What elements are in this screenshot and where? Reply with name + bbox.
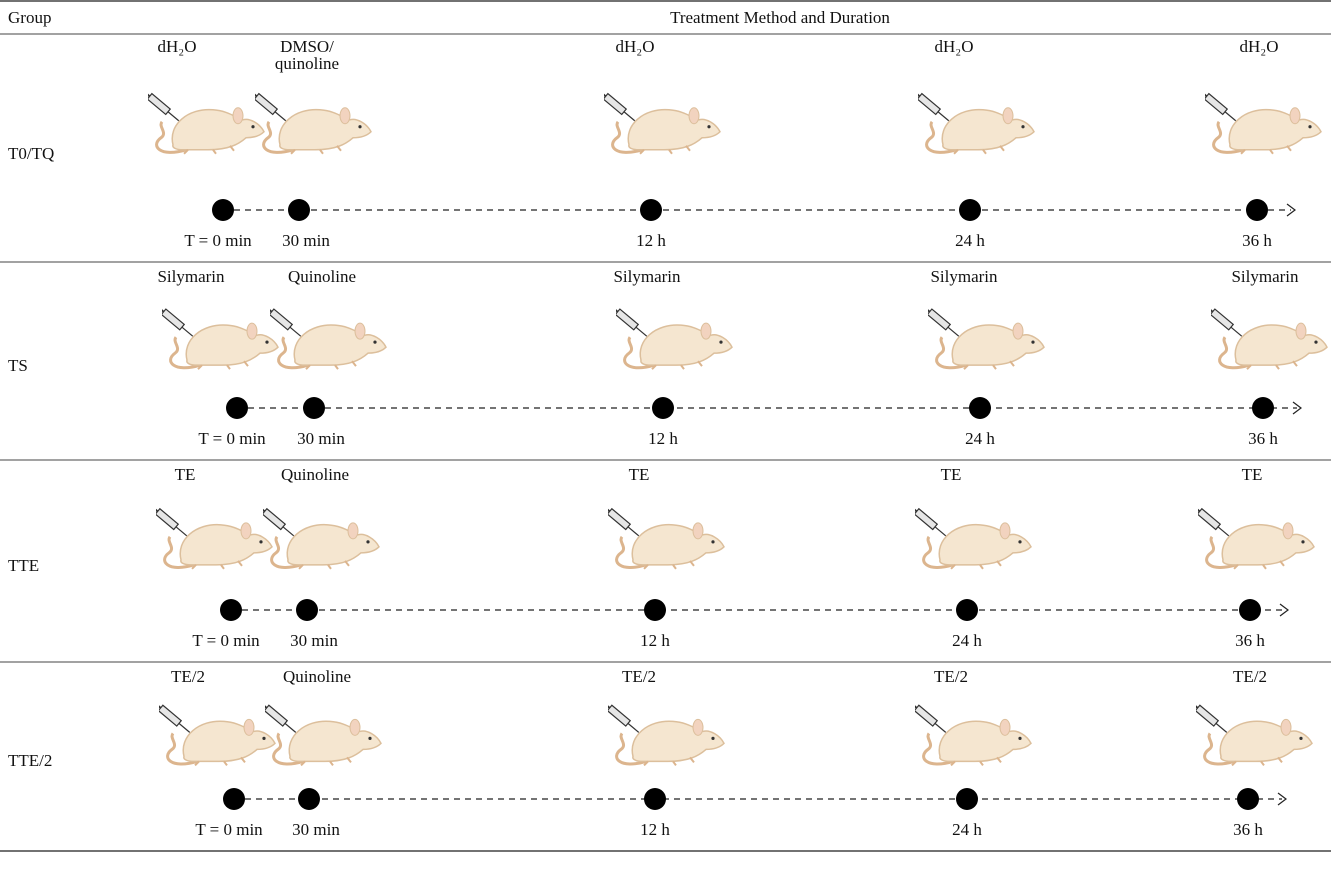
timepoint-label: 12 h (636, 231, 666, 250)
rat-injection-icon (265, 701, 383, 767)
rat-injection-icon (608, 504, 726, 571)
group-label: TTE/2 (8, 751, 53, 771)
treatment-label: TE/2 (934, 667, 968, 686)
timepoint-dot (652, 397, 674, 419)
timepoint-dot (1246, 199, 1268, 221)
rat-injection-icon (156, 504, 274, 571)
rat-injection-icon (915, 701, 1033, 767)
timepoint-dot (959, 199, 981, 221)
timepoint-dot (303, 397, 325, 419)
treatment-label: dH₂O (157, 37, 197, 56)
timepoint-label: T = 0 min (198, 429, 266, 448)
treatment-label: Silymarin (1231, 267, 1299, 286)
rat-injection-icon (928, 305, 1046, 371)
rat-injection-icon (263, 504, 381, 571)
timepoint-label: T = 0 min (195, 820, 263, 839)
timepoint-dot (298, 788, 320, 810)
treatment-label: DMSO/ quinoline (274, 37, 340, 73)
timepoint-dot (288, 199, 310, 221)
arrow-head (1292, 401, 1302, 415)
group-label: T0/TQ (8, 143, 55, 163)
timepoint-label: 24 h (952, 631, 982, 650)
rat-injection-icon (159, 701, 277, 767)
timepoint-dot (223, 788, 245, 810)
timepoint-label: 36 h (1242, 231, 1272, 250)
treatment-label: TE (940, 465, 962, 484)
timepoint-dot (644, 788, 666, 810)
timepoint-label: 36 h (1248, 429, 1278, 448)
treatment-label: Quinoline (281, 465, 349, 484)
treatment-label: Silymarin (613, 267, 681, 286)
arrow-head (1286, 203, 1296, 217)
group-header: Group (8, 8, 52, 27)
timepoint-label: 24 h (955, 231, 985, 250)
timepoint-label: 12 h (640, 820, 670, 839)
timepoint-label: T = 0 min (184, 231, 252, 250)
treatment-label: TE (1241, 465, 1263, 484)
timepoint-label: 12 h (648, 429, 678, 448)
treatment-label: TE (628, 465, 650, 484)
timepoint-label: T = 0 min (192, 631, 260, 650)
timepoint-label: 24 h (965, 429, 995, 448)
treatment-label: TE/2 (1233, 667, 1267, 686)
rat-injection-icon (608, 701, 726, 767)
timepoint-label: 30 min (292, 820, 340, 839)
treatment-header: Treatment Method and Duration (670, 8, 890, 27)
treatment-label: Quinoline (283, 667, 351, 686)
timepoint-dot (969, 397, 991, 419)
timepoint-dot (1237, 788, 1259, 810)
rat-injection-icon (1211, 305, 1329, 371)
timepoint-dot (1239, 599, 1261, 621)
timepoint-dot (956, 599, 978, 621)
timepoint-dot (220, 599, 242, 621)
timepoint-label: 30 min (297, 429, 345, 448)
rat-injection-icon (162, 305, 280, 371)
timepoint-dot (1252, 397, 1274, 419)
group-label: TTE (8, 556, 40, 576)
rat-injection-icon (255, 89, 373, 156)
rat-injection-icon (918, 89, 1036, 156)
treatment-label: dH₂O (934, 37, 974, 56)
treatment-label: Quinoline (288, 267, 356, 286)
rat-injection-icon (1198, 504, 1316, 571)
treatment-label: TE/2 (622, 667, 656, 686)
treatment-label: Silymarin (157, 267, 225, 286)
arrow-head (1277, 792, 1287, 806)
rat-injection-icon (148, 89, 266, 156)
timepoint-dot (296, 599, 318, 621)
treatment-label: dH₂O (1239, 37, 1279, 56)
rat-injection-icon (616, 305, 734, 371)
timepoint-label: 12 h (640, 631, 670, 650)
rat-injection-icon (604, 89, 722, 156)
timepoint-dot (644, 599, 666, 621)
timepoint-label: 36 h (1233, 820, 1263, 839)
treatment-label: Silymarin (930, 267, 998, 286)
timepoint-label: 30 min (290, 631, 338, 650)
timepoint-dot (640, 199, 662, 221)
timepoint-dot (956, 788, 978, 810)
timepoint-dot (226, 397, 248, 419)
group-label: TS (8, 355, 28, 375)
timepoint-label: 30 min (282, 231, 330, 250)
treatment-label: TE/2 (171, 667, 205, 686)
timepoint-label: 24 h (952, 820, 982, 839)
treatment-label: TE (174, 465, 196, 484)
rat-injection-icon (1205, 89, 1323, 156)
rat-injection-icon (270, 305, 388, 371)
rat-injection-icon (915, 504, 1033, 571)
timepoint-dot (212, 199, 234, 221)
timepoint-label: 36 h (1235, 631, 1265, 650)
arrow-head (1279, 603, 1289, 617)
treatment-label: dH₂O (615, 37, 655, 56)
rat-injection-icon (1196, 701, 1314, 767)
